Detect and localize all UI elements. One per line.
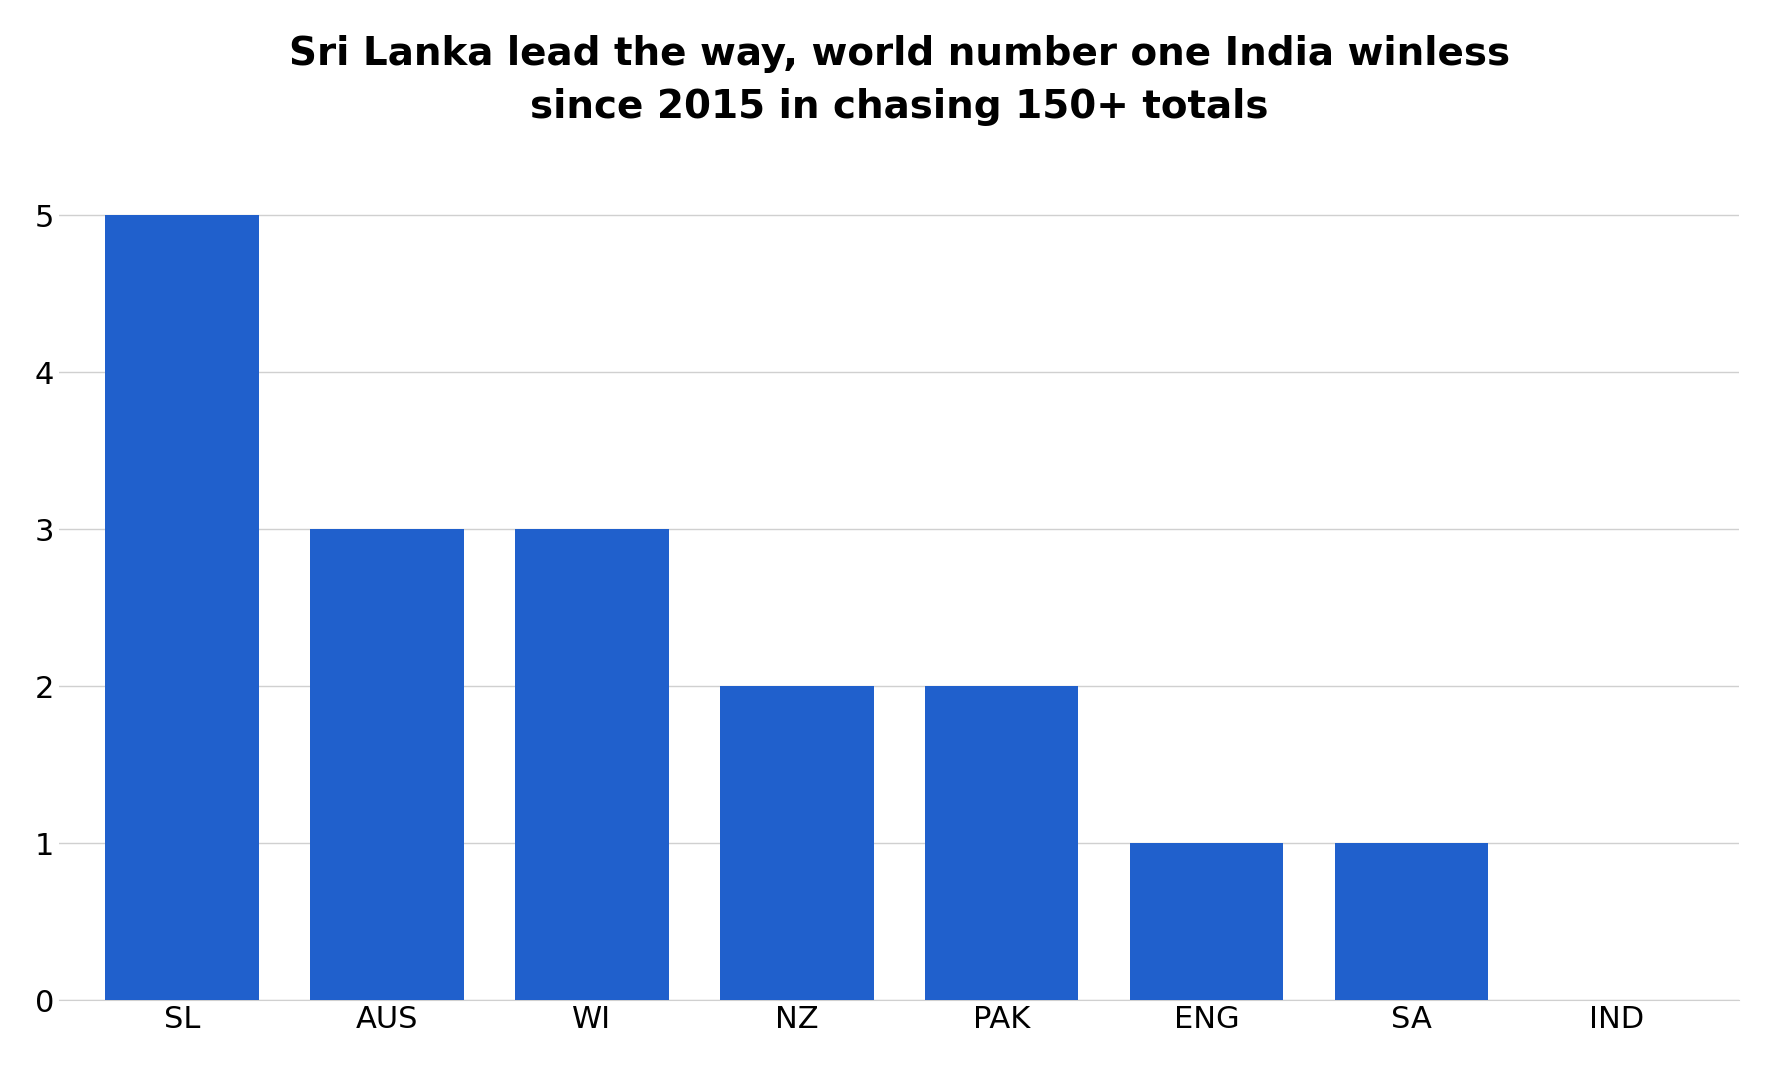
Bar xyxy=(310,529,463,1001)
Bar xyxy=(105,215,259,1001)
Bar xyxy=(720,686,872,1001)
Bar xyxy=(1333,843,1488,1001)
Bar xyxy=(924,686,1078,1001)
Title: Sri Lanka lead the way, world number one India winless
since 2015 in chasing 150: Sri Lanka lead the way, world number one… xyxy=(289,34,1509,126)
Bar xyxy=(1129,843,1282,1001)
Bar xyxy=(514,529,668,1001)
